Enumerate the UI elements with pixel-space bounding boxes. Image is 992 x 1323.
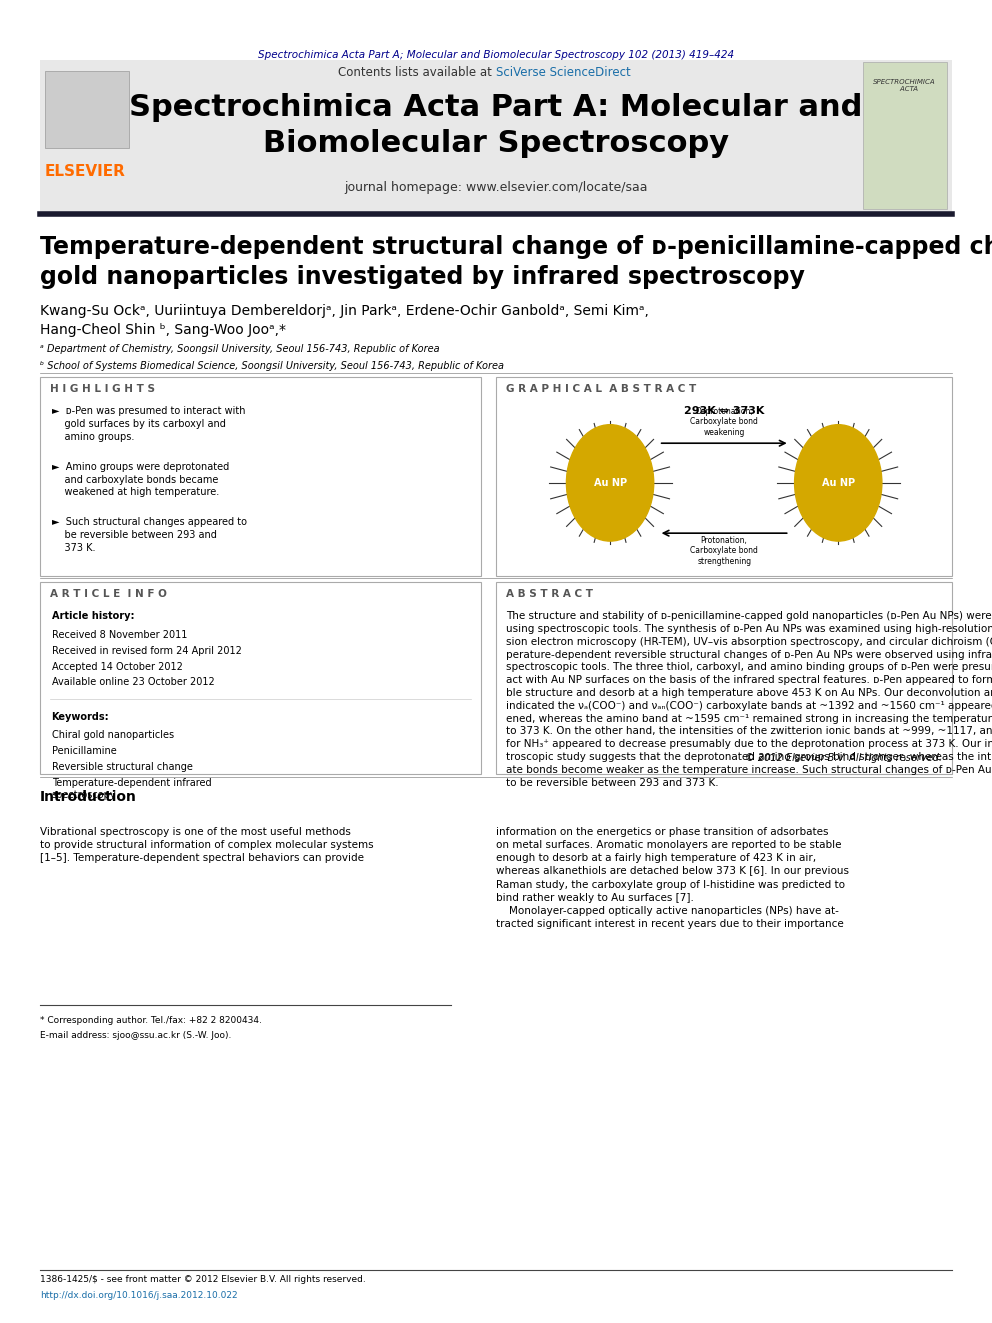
Text: Kwang-Su Ockᵃ, Uuriintuya Dembereldorjᵃ, Jin Parkᵃ, Erdene-Ochir Ganboldᵃ, Semi : Kwang-Su Ockᵃ, Uuriintuya Dembereldorjᵃ,… [40,304,649,336]
Text: Au NP: Au NP [593,478,627,488]
Text: journal homepage: www.elsevier.com/locate/saa: journal homepage: www.elsevier.com/locat… [344,181,648,194]
Text: Protonation,
Carboxylate bond
strengthening: Protonation, Carboxylate bond strengthen… [690,536,758,566]
Text: Vibrational spectroscopy is one of the most useful methods
to provide structural: Vibrational spectroscopy is one of the m… [40,827,373,864]
Text: Article history:: Article history: [52,611,134,622]
Text: ►  Amino groups were deprotonated
    and carboxylate bonds became
    weakened : ► Amino groups were deprotonated and car… [52,462,229,497]
Text: The structure and stability of ᴅ-penicillamine-capped gold nanoparticles (ᴅ-Pen : The structure and stability of ᴅ-penicil… [506,611,992,787]
Text: Accepted 14 October 2012: Accepted 14 October 2012 [52,662,183,672]
Text: http://dx.doi.org/10.1016/j.saa.2012.10.022: http://dx.doi.org/10.1016/j.saa.2012.10.… [40,1291,237,1301]
Text: Reversible structural change: Reversible structural change [52,762,192,773]
Text: A B S T R A C T: A B S T R A C T [506,589,593,599]
Text: SciVerse ScienceDirect: SciVerse ScienceDirect [496,66,631,79]
Text: Au NP: Au NP [821,478,855,488]
Text: Introduction: Introduction [40,790,137,804]
Text: ᵇ School of Systems Biomedical Science, Soongsil University, Seoul 156-743, Repu: ᵇ School of Systems Biomedical Science, … [40,361,504,372]
Text: © 2012 Elsevier B.V. All rights reserved.: © 2012 Elsevier B.V. All rights reserved… [745,753,942,763]
Text: A R T I C L E  I N F O: A R T I C L E I N F O [50,589,167,599]
Text: Available online 23 October 2012: Available online 23 October 2012 [52,677,214,688]
Text: 1386-1425/$ - see front matter © 2012 Elsevier B.V. All rights reserved.: 1386-1425/$ - see front matter © 2012 El… [40,1275,365,1285]
Text: Received 8 November 2011: Received 8 November 2011 [52,630,186,640]
Text: ►  Such structural changes appeared to
    be reversible between 293 and
    373: ► Such structural changes appeared to be… [52,517,247,553]
Text: * Corresponding author. Tel./fax: +82 2 8200434.: * Corresponding author. Tel./fax: +82 2 … [40,1016,262,1025]
FancyBboxPatch shape [40,377,481,576]
FancyBboxPatch shape [40,60,952,212]
Text: Spectrochimica Acta Part A: Molecular and
Biomolecular Spectroscopy: Spectrochimica Acta Part A: Molecular an… [129,93,863,157]
FancyBboxPatch shape [496,377,952,576]
Text: Keywords:: Keywords: [52,712,109,722]
Text: ELSEVIER: ELSEVIER [45,164,126,180]
Text: Contents lists available at: Contents lists available at [338,66,496,79]
Text: ᵃ Department of Chemistry, Soongsil University, Seoul 156-743, Republic of Korea: ᵃ Department of Chemistry, Soongsil Univ… [40,344,439,355]
Text: H I G H L I G H T S: H I G H L I G H T S [50,384,155,394]
Text: SPECTROCHIMICA
    ACTA: SPECTROCHIMICA ACTA [873,79,936,93]
Text: 293K ⇔ 373K: 293K ⇔ 373K [683,406,765,417]
Text: G R A P H I C A L  A B S T R A C T: G R A P H I C A L A B S T R A C T [506,384,696,394]
Text: Received in revised form 24 April 2012: Received in revised form 24 April 2012 [52,646,241,656]
Text: Chiral gold nanoparticles: Chiral gold nanoparticles [52,730,174,741]
Text: ►  ᴅ-Pen was presumed to interact with
    gold surfaces by its carboxyl and
   : ► ᴅ-Pen was presumed to interact with go… [52,406,245,442]
Text: Temperature-dependent structural change of ᴅ-penicillamine-capped chiral
gold na: Temperature-dependent structural change … [40,235,992,290]
FancyBboxPatch shape [496,582,952,774]
Text: Temperature-dependent infrared
spectroscopy: Temperature-dependent infrared spectrosc… [52,778,211,799]
Text: E-mail address: sjoo@ssu.ac.kr (S.-W. Joo).: E-mail address: sjoo@ssu.ac.kr (S.-W. Jo… [40,1031,231,1040]
FancyBboxPatch shape [40,582,481,774]
FancyBboxPatch shape [45,71,129,148]
Text: Deprotonation,
Carboxylate bond
weakening: Deprotonation, Carboxylate bond weakenin… [690,406,758,437]
Text: Spectrochimica Acta Part A; Molecular and Biomolecular Spectroscopy 102 (2013) 4: Spectrochimica Acta Part A; Molecular an… [258,50,734,61]
FancyBboxPatch shape [863,62,947,209]
Circle shape [566,425,654,541]
Text: Penicillamine: Penicillamine [52,746,116,757]
Circle shape [795,425,882,541]
Text: information on the energetics or phase transition of adsorbates
on metal surface: information on the energetics or phase t… [496,827,849,929]
